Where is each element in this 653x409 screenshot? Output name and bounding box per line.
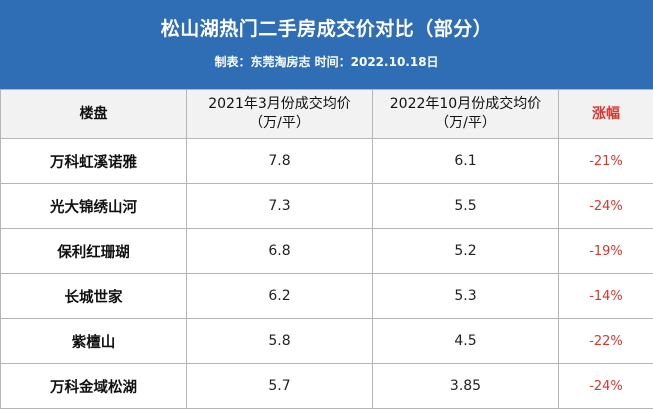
cell-project-name: 光大锦绣山河 (1, 184, 187, 229)
column-header-change: 涨幅 (559, 90, 653, 139)
table-row: 万科金域松湖 5.7 3.85 -24% (1, 364, 653, 409)
cell-project-name: 万科金域松湖 (1, 364, 187, 409)
cell-change: -19% (559, 229, 653, 274)
column-header-price-2022-line2: （万/平） (373, 114, 558, 133)
cell-price-2021: 5.7 (187, 364, 373, 409)
title-banner: 松山湖热门二手房成交价对比（部分） 制表：东莞淘房志 时间：2022.10.18… (0, 0, 653, 89)
table-row: 紫檀山 5.8 4.5 -22% (1, 319, 653, 364)
page-title: 松山湖热门二手房成交价对比（部分） (0, 14, 653, 41)
table-row: 万科虹溪诺雅 7.8 6.1 -21% (1, 139, 653, 184)
cell-price-2021: 6.8 (187, 229, 373, 274)
cell-price-2021: 7.3 (187, 184, 373, 229)
cell-project-name: 万科虹溪诺雅 (1, 139, 187, 184)
cell-price-2022: 5.3 (373, 274, 559, 319)
cell-change: -24% (559, 364, 653, 409)
cell-price-2022: 4.5 (373, 319, 559, 364)
cell-change: -22% (559, 319, 653, 364)
cell-price-2022: 6.1 (373, 139, 559, 184)
table-row: 保利红珊瑚 6.8 5.2 -19% (1, 229, 653, 274)
price-table: 楼盘 2021年3月份成交均价 （万/平） 2022年10月份成交均价 （万/平… (0, 89, 653, 409)
cell-project-name: 长城世家 (1, 274, 187, 319)
cell-price-2021: 7.8 (187, 139, 373, 184)
cell-change: -24% (559, 184, 653, 229)
column-header-price-2022-line1: 2022年10月份成交均价 (373, 95, 558, 114)
cell-price-2021: 5.8 (187, 319, 373, 364)
cell-change: -14% (559, 274, 653, 319)
page-subtitle: 制表：东莞淘房志 时间：2022.10.18日 (0, 53, 653, 70)
column-header-price-2021: 2021年3月份成交均价 （万/平） (187, 90, 373, 139)
cell-price-2022: 5.2 (373, 229, 559, 274)
table-row: 光大锦绣山河 7.3 5.5 -24% (1, 184, 653, 229)
column-header-price-2022: 2022年10月份成交均价 （万/平） (373, 90, 559, 139)
cell-price-2021: 6.2 (187, 274, 373, 319)
column-header-project: 楼盘 (1, 90, 187, 139)
column-header-price-2021-line1: 2021年3月份成交均价 (187, 95, 372, 114)
cell-project-name: 保利红珊瑚 (1, 229, 187, 274)
table-header-row: 楼盘 2021年3月份成交均价 （万/平） 2022年10月份成交均价 （万/平… (1, 90, 653, 139)
cell-price-2022: 3.85 (373, 364, 559, 409)
cell-project-name: 紫檀山 (1, 319, 187, 364)
table-row: 长城世家 6.2 5.3 -14% (1, 274, 653, 319)
cell-change: -21% (559, 139, 653, 184)
cell-price-2022: 5.5 (373, 184, 559, 229)
column-header-price-2021-line2: （万/平） (187, 114, 372, 133)
